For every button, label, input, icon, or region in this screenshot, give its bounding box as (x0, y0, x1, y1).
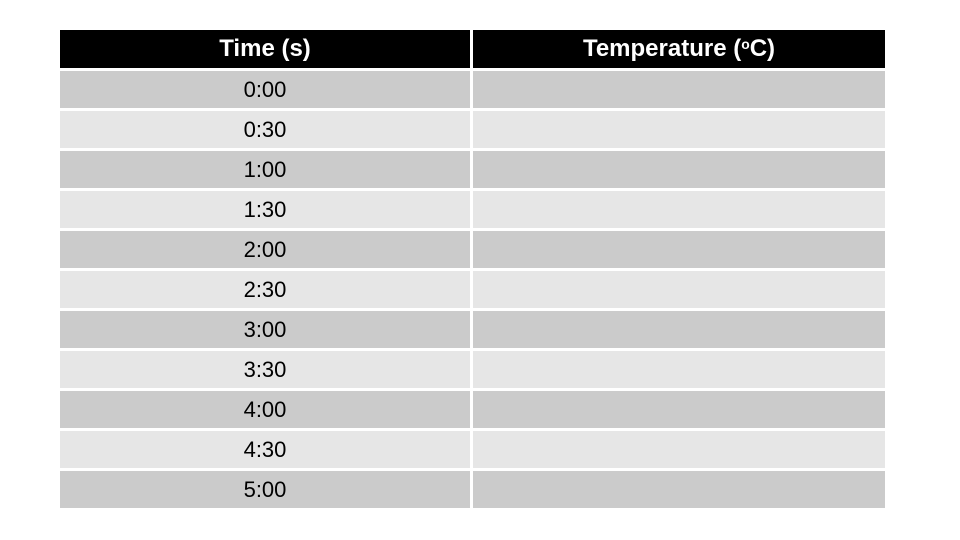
temperature-cell (473, 191, 885, 228)
column-header-time: Time (s) (60, 30, 470, 68)
table-row: 3:00 (60, 311, 885, 348)
temperature-cell (473, 391, 885, 428)
table-row: 2:00 (60, 231, 885, 268)
time-cell: 1:30 (60, 191, 470, 228)
table-row: 0:00 (60, 71, 885, 108)
column-header-temperature-prefix: Temperature ( (582, 35, 742, 62)
table-row: 4:00 (60, 391, 885, 428)
time-cell: 0:00 (60, 71, 470, 108)
time-cell: 2:30 (60, 271, 470, 308)
table-row: 2:30 (60, 271, 885, 308)
time-cell: 5:00 (60, 471, 470, 508)
table-row: 5:00 (60, 471, 885, 508)
temperature-cell (473, 111, 885, 148)
time-cell: 0:30 (60, 111, 470, 148)
table-row: 0:30 (60, 111, 885, 148)
table-header-row: Time (s) Temperature (oC) (60, 30, 885, 68)
table-row: 1:00 (60, 151, 885, 188)
time-cell: 4:00 (60, 391, 470, 428)
temperature-cell (473, 431, 885, 468)
temperature-cell (473, 151, 885, 188)
time-temperature-table: Time (s) Temperature (oC) 0:00 0:30 1:00 (57, 27, 888, 511)
temperature-cell (473, 311, 885, 348)
degree-superscript: o (741, 36, 750, 53)
temperature-cell (473, 271, 885, 308)
time-cell: 3:30 (60, 351, 470, 388)
column-header-temperature-suffix: C) (749, 35, 776, 62)
table-row: 3:30 (60, 351, 885, 388)
time-cell: 4:30 (60, 431, 470, 468)
time-cell: 3:00 (60, 311, 470, 348)
table-row: 4:30 (60, 431, 885, 468)
column-header-time-label: Time (s) (219, 35, 311, 62)
temperature-cell (473, 471, 885, 508)
time-cell: 1:00 (60, 151, 470, 188)
temperature-cell (473, 71, 885, 108)
time-cell: 2:00 (60, 231, 470, 268)
column-header-temperature: Temperature (oC) (473, 30, 885, 68)
temperature-cell (473, 351, 885, 388)
temperature-cell (473, 231, 885, 268)
table-row: 1:30 (60, 191, 885, 228)
